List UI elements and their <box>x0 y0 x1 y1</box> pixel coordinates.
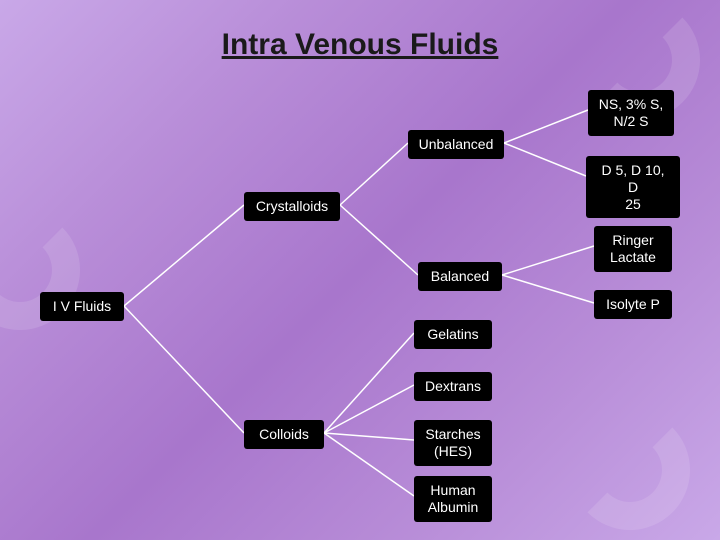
edge-colloids-starches <box>324 433 414 440</box>
edge-unbalanced-dextrose <box>504 143 586 176</box>
node-balanced: Balanced <box>418 262 502 291</box>
edge-balanced-isolyte <box>502 275 594 303</box>
edge-unbalanced-ns <box>504 110 588 143</box>
node-rl: RingerLactate <box>594 226 672 272</box>
edge-colloids-albumin <box>324 433 414 496</box>
edge-colloids-dextrans <box>324 385 414 433</box>
node-gelatins: Gelatins <box>414 320 492 349</box>
node-dextrans: Dextrans <box>414 372 492 401</box>
node-isolyte: Isolyte P <box>594 290 672 319</box>
edge-root-crystalloids <box>124 205 244 306</box>
edge-crystalloids-unbalanced <box>340 143 408 205</box>
edge-balanced-rl <box>502 246 594 275</box>
node-crystalloids: Crystalloids <box>244 192 340 221</box>
edge-crystalloids-balanced <box>340 205 418 275</box>
node-colloids: Colloids <box>244 420 324 449</box>
edge-colloids-gelatins <box>324 333 414 433</box>
node-albumin: HumanAlbumin <box>414 476 492 522</box>
decorative-swirl <box>570 410 690 530</box>
page-title: Intra Venous Fluids <box>222 28 499 62</box>
node-ns: NS, 3% S,N/2 S <box>588 90 674 136</box>
node-starches: Starches(HES) <box>414 420 492 466</box>
node-root: I V Fluids <box>40 292 124 321</box>
node-dextrose: D 5, D 10, D25 <box>586 156 680 218</box>
node-unbalanced: Unbalanced <box>408 130 504 159</box>
edge-root-colloids <box>124 306 244 433</box>
